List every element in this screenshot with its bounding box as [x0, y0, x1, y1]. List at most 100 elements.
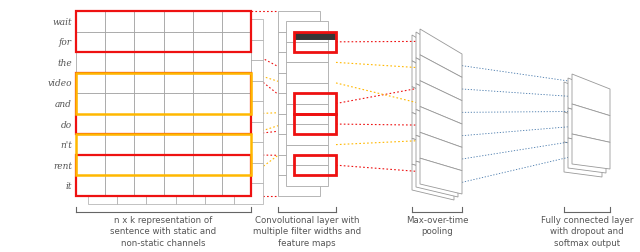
Bar [286, 43, 328, 63]
Polygon shape [416, 59, 458, 104]
Bar [294, 94, 336, 114]
Bar [294, 36, 336, 37]
Polygon shape [568, 79, 606, 120]
Bar [234, 122, 263, 143]
Bar [88, 20, 117, 40]
Bar [193, 176, 222, 196]
Polygon shape [412, 113, 454, 154]
Text: do: do [61, 120, 72, 129]
Bar [76, 94, 105, 114]
Bar [134, 73, 163, 94]
Bar [76, 73, 105, 94]
Bar [286, 124, 328, 145]
Bar [193, 135, 222, 155]
Polygon shape [564, 142, 602, 177]
Polygon shape [420, 133, 462, 171]
Bar [222, 114, 251, 135]
Bar [134, 33, 163, 53]
Bar [105, 135, 134, 155]
Polygon shape [572, 75, 610, 116]
Bar [76, 135, 251, 176]
Bar [147, 102, 175, 122]
Bar [88, 40, 117, 61]
Bar [76, 73, 251, 114]
Bar [76, 114, 105, 135]
Text: it: it [65, 181, 72, 191]
Bar [222, 73, 251, 94]
Bar [147, 143, 175, 163]
Bar [294, 37, 336, 38]
Bar [234, 81, 263, 102]
Bar [294, 33, 336, 34]
Bar [294, 155, 336, 176]
Text: n't: n't [60, 141, 72, 149]
Bar [234, 143, 263, 163]
Bar [76, 33, 105, 53]
Bar [205, 102, 234, 122]
Bar [134, 12, 163, 33]
Bar [286, 166, 328, 186]
Bar [278, 12, 320, 33]
Bar [163, 135, 193, 155]
Bar [117, 184, 147, 204]
Bar [76, 53, 105, 73]
Bar [134, 53, 163, 73]
Bar [105, 114, 134, 135]
Bar [205, 143, 234, 163]
Bar [147, 122, 175, 143]
Polygon shape [412, 87, 454, 131]
Text: rent: rent [53, 161, 72, 170]
Bar [234, 163, 263, 184]
Bar [134, 114, 163, 135]
Text: for: for [59, 38, 72, 47]
Bar [205, 81, 234, 102]
Bar [234, 102, 263, 122]
Bar [286, 104, 328, 124]
Bar [163, 33, 193, 53]
Bar [234, 20, 263, 40]
Bar [134, 94, 163, 114]
Bar [278, 176, 320, 196]
Bar [286, 84, 328, 104]
Bar [193, 114, 222, 135]
Bar [205, 122, 234, 143]
Bar [88, 81, 117, 102]
Bar [286, 22, 328, 43]
Bar [222, 176, 251, 196]
Bar [205, 40, 234, 61]
Polygon shape [412, 36, 454, 84]
Polygon shape [420, 56, 462, 101]
Bar [147, 61, 175, 81]
Bar [88, 102, 117, 122]
Polygon shape [416, 162, 458, 197]
Text: and: and [55, 100, 72, 109]
Bar [76, 155, 251, 196]
Bar [163, 114, 193, 135]
Bar [175, 143, 205, 163]
Bar [105, 176, 134, 196]
Bar [117, 40, 147, 61]
Bar [286, 145, 328, 166]
Bar [163, 94, 193, 114]
Bar [76, 176, 105, 196]
Bar [294, 35, 336, 36]
Bar [175, 163, 205, 184]
Bar [105, 53, 134, 73]
Bar [175, 81, 205, 102]
Bar [205, 61, 234, 81]
Bar [105, 94, 134, 114]
Bar [88, 122, 117, 143]
Bar [163, 12, 193, 33]
Polygon shape [564, 83, 602, 124]
Polygon shape [420, 107, 462, 148]
Bar [278, 114, 320, 135]
Bar [88, 184, 117, 204]
Bar [205, 184, 234, 204]
Bar [163, 53, 193, 73]
Bar [278, 53, 320, 73]
Bar [76, 73, 251, 135]
Bar [117, 81, 147, 102]
Bar [117, 122, 147, 143]
Bar [175, 184, 205, 204]
Polygon shape [416, 33, 458, 81]
